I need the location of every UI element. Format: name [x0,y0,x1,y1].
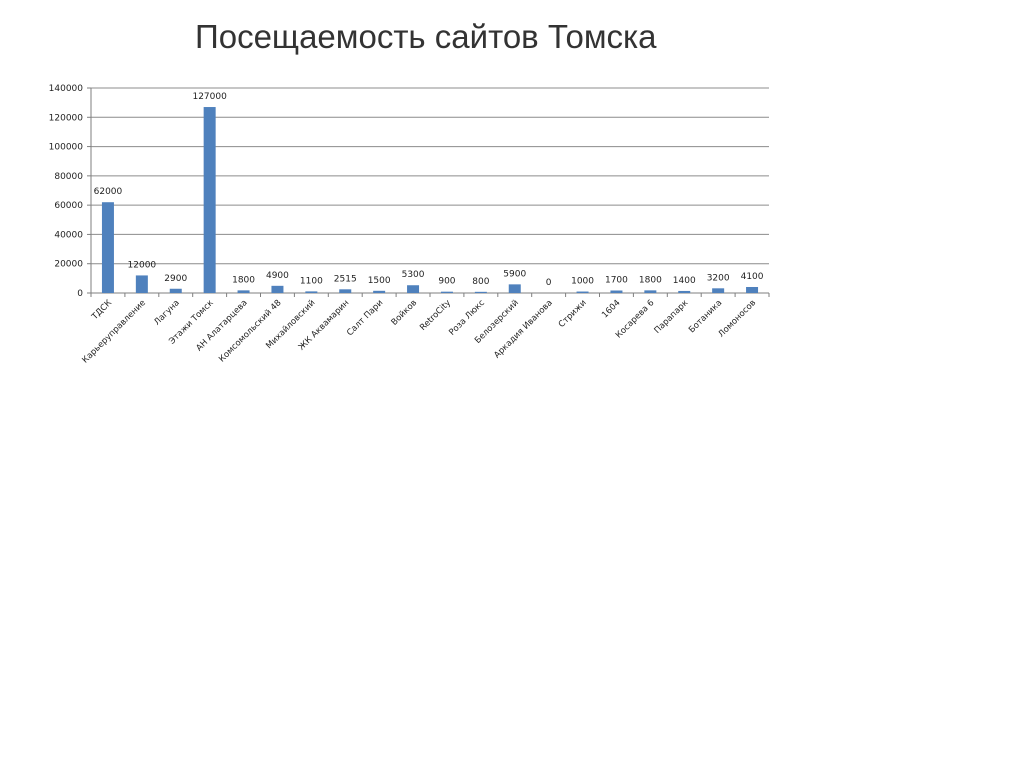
y-tick-label: 120000 [49,113,84,123]
y-tick-label: 80000 [54,172,83,182]
y-tick-label: 20000 [54,260,83,270]
bar [407,285,420,293]
data-label: 900 [438,277,455,287]
bar [373,290,386,293]
data-label: 800 [472,277,489,287]
category-label: 1604 [600,298,622,320]
data-label: 1500 [368,276,391,286]
category-label: RetroCity [418,298,453,333]
bar [746,286,759,293]
data-label: 4900 [266,271,289,281]
data-label: 5300 [402,270,425,280]
bar [339,289,352,293]
category-label: Карьеруправление [80,298,147,365]
bar [271,285,284,293]
data-label: 1100 [300,276,323,286]
data-label: 0 [546,278,552,288]
category-label: Стрижи [557,298,589,330]
data-label: 2900 [164,274,187,284]
slide-title: Посещаемость сайтов Томска [195,18,657,55]
bar [712,288,725,293]
data-label: 62000 [94,187,123,197]
data-label: 1800 [639,275,662,285]
bar [678,290,691,293]
category-label: Салт Пари [345,298,385,338]
category-label: Парапарк [653,298,691,336]
bar [474,291,487,293]
data-label: 127000 [192,92,227,102]
bar [101,202,114,293]
data-label: 1800 [232,275,255,285]
bar [576,291,589,293]
data-label: 5900 [503,269,526,279]
bar [508,284,521,293]
y-tick-label: 140000 [49,84,84,94]
data-label: 1400 [673,276,696,286]
bar [305,291,318,293]
y-tick-label: 40000 [54,230,83,240]
data-label: 3200 [707,273,730,283]
y-tick-label: 0 [77,289,83,299]
y-tick-label: 60000 [54,201,83,211]
bar [440,291,453,293]
category-label: Лагуна [152,298,182,328]
bar [237,290,250,293]
bar [644,290,657,293]
data-label: 1000 [571,277,594,287]
category-label: Комсомольский 48 [217,298,283,364]
data-label: 2515 [334,274,357,284]
bar [203,107,216,294]
category-label: Войков [390,298,420,328]
bar [610,290,623,293]
data-label: 4100 [741,272,764,282]
bar [169,288,182,293]
category-label: Аркадия Иванова [492,298,554,360]
data-label: 1700 [605,276,628,286]
data-label: 12000 [128,260,157,270]
bar [135,275,148,293]
category-label: ТДСК [89,298,114,323]
y-tick-label: 100000 [49,143,84,153]
